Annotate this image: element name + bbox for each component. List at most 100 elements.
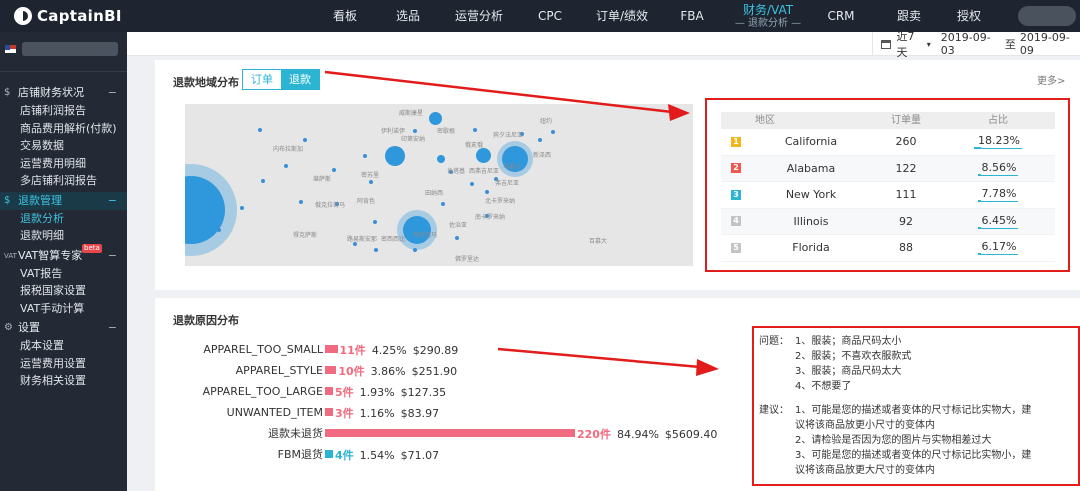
reason-row[interactable]: FBM退货 4件 1.54% $71.07	[155, 445, 1080, 463]
reason-amount: $290.89	[412, 344, 459, 357]
table-row[interactable]: 4 Illinois 92 6.45%	[721, 208, 1055, 235]
date-separator: 至	[1004, 38, 1016, 51]
map-bubble-illinois[interactable]	[385, 146, 405, 166]
share-value: 6.17%	[977, 240, 1019, 256]
reason-row[interactable]: 退款未退货 220件 84.94% $5609.40	[155, 424, 1080, 442]
sidebar-group-label: 设置	[18, 321, 40, 334]
reason-label: APPAREL_TOO_SMALL	[203, 342, 323, 356]
share-value: 18.23%	[974, 134, 1022, 150]
tab-orders[interactable]: 订单	[243, 70, 281, 89]
sidebar-group-vat-expert[interactable]: VAT VAT智算专家 beta −	[0, 243, 127, 265]
state-label: 弗吉尼亚	[495, 180, 520, 187]
table-row[interactable]: 5 Florida 88 6.17%	[721, 235, 1055, 262]
sidebar-item-refund-analysis[interactable]: 退款分析	[20, 211, 64, 225]
nav-item-dashboard[interactable]: 看板	[332, 9, 357, 23]
map-dot	[240, 206, 244, 210]
state-label: 新泽西	[533, 152, 552, 159]
us-map[interactable]: 印第安纳 俄亥俄 宾夕法尼亚 纽约 新泽西 马里兰 弗吉尼亚 北卡罗来纳 田纳西…	[185, 104, 693, 266]
nav-item-follow-sell[interactable]: 跟卖	[896, 9, 921, 23]
more-link[interactable]: 更多>	[1037, 76, 1066, 87]
reason-row[interactable]: APPAREL_TOO_LARGE 5件 1.93% $127.35	[155, 382, 1080, 400]
sidebar-item-profit-report[interactable]: 店铺利润报告	[20, 104, 86, 117]
date-start: 2019-09-03	[940, 31, 991, 57]
map-dot	[470, 182, 474, 186]
map-dot	[258, 128, 262, 132]
nav-item-fba[interactable]: FBA	[680, 9, 704, 23]
nav-item-crm[interactable]: CRM	[827, 9, 855, 23]
reason-pct: 1.54%	[359, 449, 395, 462]
collapse-icon[interactable]: −	[107, 193, 117, 207]
date-preset[interactable]: 近7天	[896, 30, 915, 59]
map-dot	[284, 164, 288, 168]
sidebar-item-transactions[interactable]: 交易数据	[20, 139, 64, 152]
nav-item-authorize[interactable]: 授权	[956, 9, 981, 23]
sidebar-item-multi-store-profit[interactable]: 多店铺利润报告	[20, 174, 97, 187]
share-text: 8.56%	[981, 160, 1017, 174]
reason-amount: $127.35	[400, 386, 447, 399]
state-label: 南卡罗来纳	[475, 214, 506, 221]
map-bubble-ohio[interactable]	[476, 148, 491, 163]
table-row[interactable]: 3 New York 111 7.78%	[721, 182, 1055, 209]
map-bubble-michigan[interactable]	[429, 112, 442, 125]
date-bar: 近7天 ▾ 2019-09-03 至 2019-09-09	[127, 30, 1080, 59]
order-count: 92	[899, 214, 913, 228]
state-label: 俄克拉荷马	[315, 202, 346, 209]
refund-reason-panel: 退款原因分布 APPAREL_TOO_SMALL 11件 4.25% $290.89 A…	[155, 298, 1080, 491]
reason-values: 3件 1.16% $83.97	[335, 405, 439, 421]
problem-line: 3、服装；商品尺码太大	[795, 366, 902, 377]
sidebar-item-operating-fee-settings[interactable]: 运营费用设置	[20, 356, 86, 370]
sidebar-item-cost-settings[interactable]: 成本设置	[20, 339, 64, 352]
collapse-icon[interactable]: −	[107, 248, 117, 262]
reason-row[interactable]: UNWANTED_ITEM 3件 1.16% $83.97	[155, 403, 1080, 421]
nav-item-product-selection[interactable]: 选品	[395, 9, 420, 23]
sidebar-item-refund-details[interactable]: 退款明细	[20, 229, 64, 242]
table-body: 1 California 260 18.23% 2 Alabama 122 8.56% 3 New…	[721, 129, 1055, 262]
table-row[interactable]: 1 California 260 18.23%	[721, 129, 1055, 156]
logo[interactable]: CaptainBI	[14, 7, 122, 25]
sidebar-item-finance-settings[interactable]: 财务相关设置	[20, 374, 86, 387]
top-navbar: CaptainBI 看板 选品 运营分析 CPC 订单/绩效 FBA 财务/VA…	[0, 0, 1080, 32]
map-dot	[363, 154, 367, 158]
sidebar-item-fee-analysis[interactable]: 商品费用解析(付款)	[20, 121, 117, 135]
caret-down-icon[interactable]: ▾	[926, 39, 931, 49]
table-row[interactable]: 2 Alabama 122 8.56%	[721, 155, 1055, 182]
map-dot	[413, 129, 417, 133]
share-bar	[974, 147, 982, 150]
reason-pct: 1.16%	[359, 407, 395, 420]
reason-pct: 84.94%	[616, 428, 659, 441]
sidebar-group-settings[interactable]: ⚙ 设置 −	[0, 319, 127, 337]
state-label: 路易斯安那	[347, 236, 378, 243]
sidebar-item-operating-costs[interactable]: 运营费用明细	[20, 156, 86, 170]
sidebar-item-tax-country-settings[interactable]: 报税国家设置	[20, 284, 86, 297]
sidebar-item-vat-report[interactable]: VAT报告	[20, 266, 63, 280]
map-bubble-new-york[interactable]	[502, 146, 528, 172]
collapse-icon[interactable]: −	[107, 321, 117, 334]
advice-line: 2、请检验是否因为您的图片与实物相差过大	[795, 435, 992, 446]
sidebar-group-label: 退款管理	[18, 193, 62, 207]
rank-badge: 2	[731, 163, 741, 174]
sidebar-group-store-finance[interactable]: $ 店铺财务状况 −	[0, 84, 127, 102]
tab-refunds[interactable]: 退款	[281, 70, 319, 89]
reason-row[interactable]: APPAREL_TOO_SMALL 11件 4.25% $290.89	[155, 340, 1080, 358]
map-bubble-alabama[interactable]	[403, 216, 431, 244]
sidebar-group-refund-management[interactable]: $ 退款管理 −	[0, 191, 127, 210]
collapse-icon[interactable]: −	[107, 86, 117, 99]
dollar-icon: $	[4, 87, 11, 98]
map-dot	[413, 248, 417, 252]
date-range-picker[interactable]: 近7天 ▾ 2019-09-03 至 2019-09-09	[872, 30, 1080, 59]
store-selector[interactable]	[0, 32, 127, 72]
map-bubble-indiana[interactable]	[437, 155, 445, 163]
sidebar-item-vat-manual-calc[interactable]: VAT手动计算	[20, 301, 85, 315]
reason-row[interactable]: APPAREL_STYLE 10件 3.86% $251.90	[155, 361, 1080, 379]
user-menu[interactable]	[1018, 6, 1076, 26]
nav-item-operations[interactable]: 运营分析	[454, 9, 503, 23]
map-dot	[485, 190, 489, 194]
state-label: 伊利诺伊	[381, 128, 406, 135]
share-text: 7.78%	[981, 187, 1017, 201]
rank-badge: 5	[731, 242, 741, 253]
dollar-icon: $	[4, 194, 11, 206]
reason-values: 220件 84.94% $5609.40	[577, 426, 717, 442]
nav-item-finance-vat[interactable]: 财务/VAT — 退款分析 —	[728, 0, 808, 32]
nav-item-cpc[interactable]: CPC	[538, 9, 562, 23]
nav-item-orders[interactable]: 订单/绩效	[595, 9, 649, 23]
